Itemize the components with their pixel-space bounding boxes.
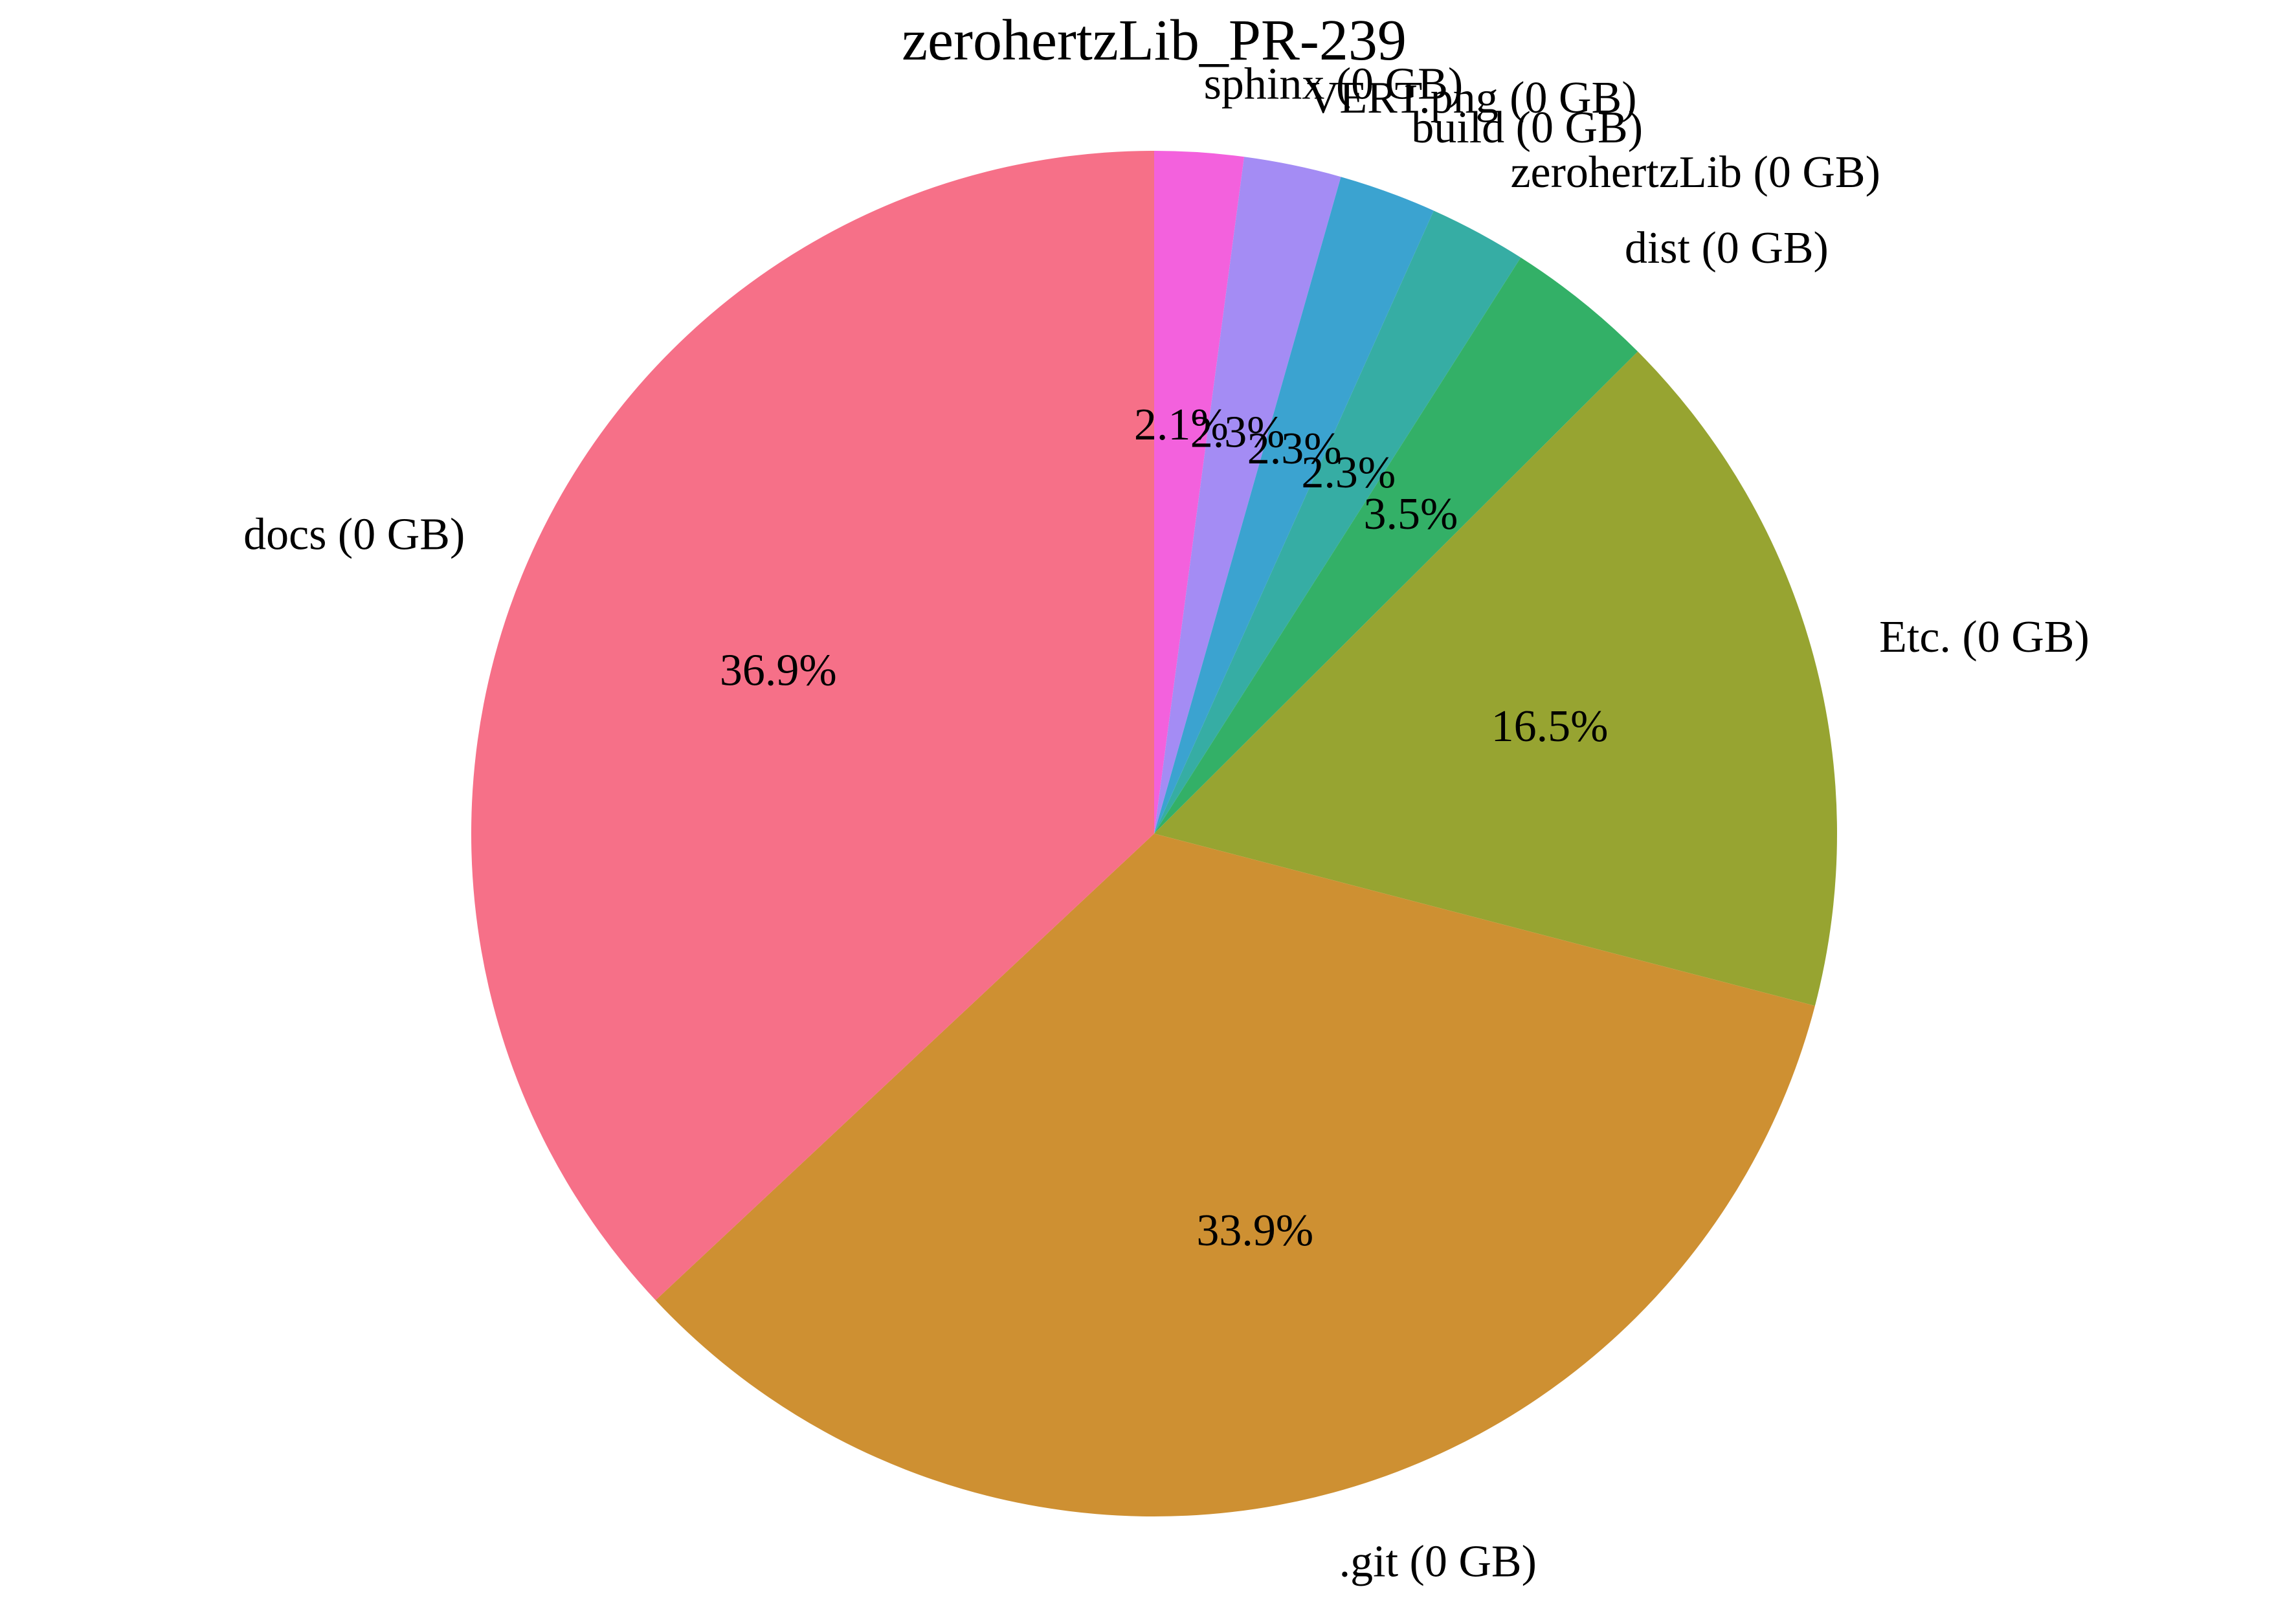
slice-label: VERT.png (0 GB) — [1307, 73, 1637, 123]
slice-label: .git (0 GB) — [1339, 1537, 1537, 1586]
slice-percent-label: 36.9% — [720, 646, 837, 696]
pie-slice — [1154, 351, 1837, 1006]
slice-percent-label: 16.5% — [1491, 702, 1609, 751]
slice-percent-label: 2.3% — [1301, 448, 1396, 498]
slice-percent-label: 2.3% — [1247, 424, 1342, 474]
chart-title: zerohertzLib_PR-239 — [902, 8, 1407, 72]
slice-label: zerohertzLib (0 GB) — [1510, 148, 1880, 197]
slice-label: dist (0 GB) — [1625, 223, 1829, 273]
pie-slice — [1154, 157, 1341, 834]
slice-percent-label: 2.1% — [1134, 400, 1229, 450]
pie-slices — [471, 151, 1837, 1516]
pie-slice — [1154, 177, 1434, 834]
pie-slice — [655, 834, 1815, 1516]
pie-slice — [1154, 210, 1521, 834]
slice-label: Etc. (0 GB) — [1879, 612, 2090, 662]
slice-label: docs (0 GB) — [243, 510, 465, 560]
slice-percent-label: 3.5% — [1364, 489, 1458, 539]
pie-slice — [1154, 257, 1638, 834]
percent-labels: 2.1%2.3%2.3%2.3%3.5%16.5%33.9%36.9% — [720, 400, 1609, 1256]
pie-slice — [1154, 151, 1245, 834]
slice-label: sphinx (0 GB) — [1204, 60, 1464, 109]
slice-label: build (0 GB) — [1411, 103, 1643, 153]
pie-slice — [471, 151, 1154, 1300]
slice-labels: sphinx (0 GB)VERT.png (0 GB)build (0 GB)… — [243, 60, 2090, 1587]
slice-percent-label: 2.3% — [1190, 408, 1285, 458]
slice-percent-label: 33.9% — [1196, 1206, 1313, 1256]
